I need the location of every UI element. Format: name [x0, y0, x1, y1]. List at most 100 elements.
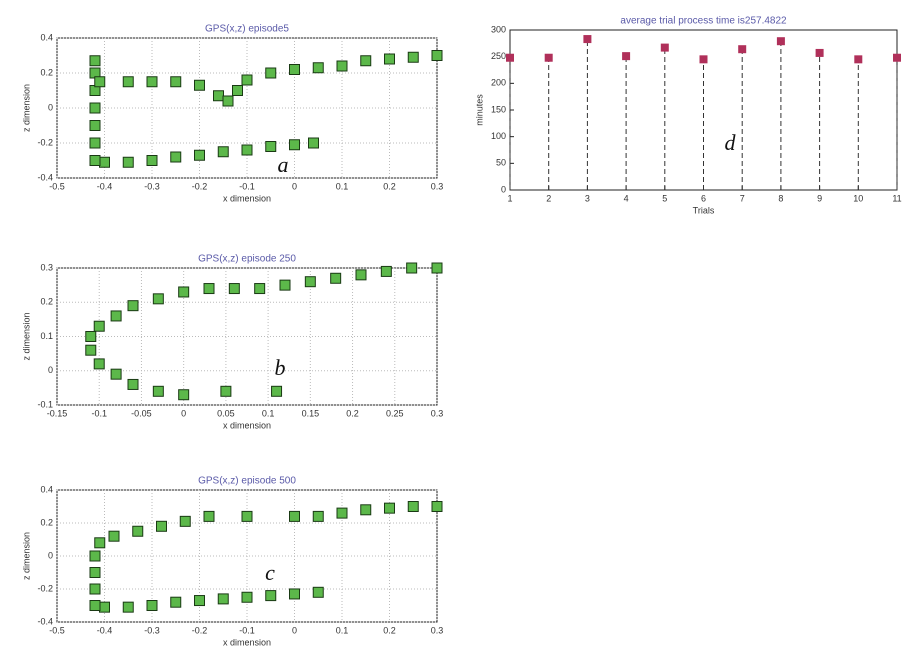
x-tick-label: -0.3: [144, 625, 160, 635]
y-tick-label: -0.2: [37, 137, 53, 147]
x-tick-label: -0.3: [144, 181, 160, 191]
trajectory-point: [312, 62, 324, 74]
trajectory-point: [93, 320, 105, 332]
trajectory-point: [127, 378, 139, 390]
trajectory-point: [194, 79, 205, 91]
chart-title: GPS(x,z) episode 500: [198, 476, 296, 487]
y-tick-label: 150: [491, 104, 506, 114]
x-axis-label: x dimension: [223, 193, 271, 203]
trajectory-point: [85, 331, 97, 342]
trajectory-point: [265, 67, 277, 79]
x-tick-label: 0.3: [431, 408, 444, 418]
trajectory-point: [407, 501, 419, 512]
x-tick-label: -0.2: [192, 181, 208, 191]
trajectory-point: [122, 76, 134, 88]
trajectory-point: [178, 389, 190, 401]
stem-marker: [660, 43, 669, 52]
x-tick-label: 0: [181, 408, 186, 418]
trajectory-point: [108, 530, 120, 542]
x-tick-label: -0.4: [97, 625, 113, 635]
trajectory-point: [279, 279, 291, 291]
x-tick-label: 0.2: [383, 181, 396, 191]
x-tick-label: 4: [624, 193, 629, 203]
trajectory-point: [89, 567, 101, 578]
x-tick-label: 9: [817, 193, 822, 203]
stem-marker: [738, 45, 747, 54]
x-tick-label: 0: [292, 625, 297, 635]
x-tick-label: 6: [701, 193, 706, 203]
trajectory-point: [289, 139, 300, 151]
x-tick-label: 5: [662, 193, 667, 203]
trajectory-point: [146, 76, 158, 88]
y-tick-label: -0.2: [37, 583, 53, 593]
trajectory-point: [265, 141, 277, 152]
chart-title: GPS(x,z) episode5: [205, 24, 289, 35]
trajectory-point: [170, 596, 182, 608]
x-tick-label: -0.4: [97, 181, 113, 191]
x-tick-label: 0.2: [383, 625, 396, 635]
x-axis-label: x dimension: [223, 420, 271, 430]
y-tick-label: 200: [491, 78, 506, 88]
trajectory-point: [194, 149, 205, 161]
stem-marker: [506, 53, 514, 62]
trajectory-point: [89, 102, 101, 114]
trajectory-point: [254, 283, 266, 295]
y-tick-label: 0.4: [40, 484, 53, 494]
trajectory-point: [431, 501, 443, 512]
chart-title: GPS(x,z) episode 250: [198, 254, 296, 265]
y-tick-label: 0: [48, 550, 53, 560]
y-tick-label: 100: [491, 131, 506, 141]
y-tick-label: -0.4: [37, 616, 53, 626]
trajectory-point: [336, 60, 348, 72]
x-tick-label: 10: [853, 193, 863, 203]
stem-marker: [776, 37, 785, 46]
trajectory-point: [89, 600, 101, 611]
trajectory-point: [94, 537, 106, 549]
x-tick-label: 0.1: [336, 181, 349, 191]
trajectory-point: [217, 146, 229, 158]
trajectory-point: [360, 504, 372, 516]
x-tick-label: -0.5: [49, 625, 65, 635]
y-tick-label: -0.4: [37, 172, 53, 182]
trajectory-point: [384, 53, 395, 65]
trajectory-point: [94, 76, 106, 88]
panel-annotation: a: [278, 152, 289, 177]
trajectory-point: [304, 276, 316, 288]
x-tick-label: -0.1: [91, 408, 107, 418]
trajectory-point: [203, 283, 215, 295]
stem-marker: [699, 55, 708, 64]
trajectory-point: [93, 358, 105, 370]
y-tick-label: 300: [491, 24, 506, 34]
trajectory-point: [146, 600, 158, 611]
trajectory-point: [308, 137, 319, 149]
trajectory-point: [152, 293, 164, 305]
stem-marker: [544, 53, 553, 62]
trajectory-point: [122, 601, 134, 613]
y-axis-label: z dimension: [21, 84, 31, 132]
trajectory-point: [122, 156, 134, 168]
chart-title: average trial process time is257.4822: [620, 16, 787, 27]
trajectory-point: [127, 300, 139, 312]
trajectory-point: [220, 385, 232, 397]
x-tick-label: -0.15: [47, 408, 68, 418]
stem-marker: [583, 35, 592, 44]
trajectory-point: [312, 586, 324, 598]
trajectory-point: [152, 385, 164, 397]
stem-marker: [815, 48, 824, 57]
trajectory-point: [360, 55, 372, 67]
trajectory-point: [132, 525, 144, 537]
x-tick-label: 0.1: [336, 625, 349, 635]
trajectory-point: [289, 588, 300, 600]
trajectory-point: [217, 593, 229, 605]
trajectory-point: [384, 502, 395, 514]
trajectory-point: [110, 368, 122, 380]
trajectory-point: [89, 55, 101, 67]
x-tick-label: 0.2: [346, 408, 359, 418]
x-tick-label: 0.3: [431, 625, 444, 635]
trajectory-point: [407, 51, 419, 63]
panel-annotation: d: [725, 130, 737, 155]
trajectory-point: [241, 144, 253, 156]
x-tick-label: 1: [507, 193, 512, 203]
trajectory-point: [289, 510, 300, 522]
